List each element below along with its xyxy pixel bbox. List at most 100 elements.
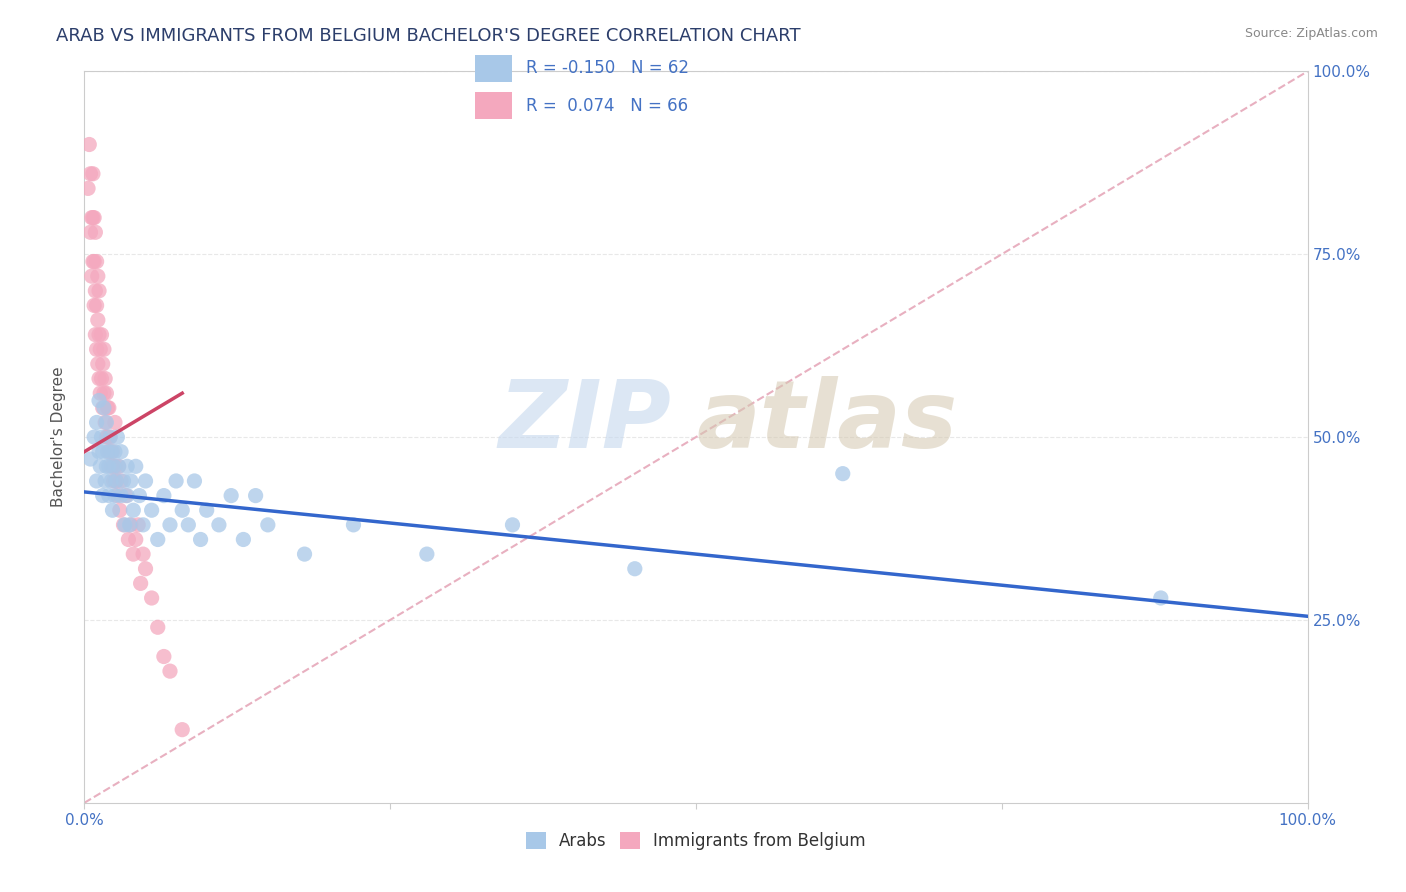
Point [502, 517, 524, 532]
Text: ZIP: ZIP [499, 376, 672, 468]
Point [93, 401, 115, 415]
Point [100, 444, 122, 458]
Point [342, 517, 364, 532]
Legend: Arabs, Immigrants from Belgium: Arabs, Immigrants from Belgium [519, 825, 873, 856]
Point [84, 327, 107, 342]
Point [93, 343, 115, 357]
Point [97, 401, 120, 415]
Point [183, 474, 205, 488]
Point [125, 533, 148, 547]
Point [232, 533, 254, 547]
Point [104, 459, 127, 474]
Point [114, 517, 136, 532]
Point [87, 393, 110, 408]
Point [87, 284, 110, 298]
Point [104, 489, 127, 503]
Point [153, 489, 176, 503]
Point [93, 386, 115, 401]
Point [101, 503, 124, 517]
Point [83, 430, 105, 444]
Point [195, 503, 218, 517]
Point [89, 386, 111, 401]
Point [96, 386, 118, 401]
Point [135, 474, 157, 488]
Point [86, 416, 108, 430]
Point [82, 254, 104, 268]
Point [97, 444, 120, 458]
Point [96, 430, 118, 444]
Point [97, 489, 120, 503]
Point [104, 416, 127, 430]
Point [86, 474, 108, 488]
Point [97, 430, 120, 444]
Point [115, 489, 138, 503]
Text: R = -0.150   N = 62: R = -0.150 N = 62 [526, 60, 689, 78]
Point [128, 489, 150, 503]
Point [153, 649, 176, 664]
Point [87, 371, 110, 385]
Point [416, 547, 439, 561]
Point [1150, 591, 1173, 605]
Point [129, 576, 152, 591]
Point [97, 444, 120, 458]
Point [120, 517, 142, 532]
Point [104, 444, 127, 458]
Point [84, 284, 107, 298]
Point [105, 474, 128, 488]
Point [90, 371, 112, 385]
Point [118, 517, 141, 532]
Point [83, 298, 105, 312]
Point [122, 503, 145, 517]
Point [159, 664, 181, 678]
Point [105, 430, 128, 444]
Point [219, 489, 242, 503]
Point [87, 327, 110, 342]
Point [86, 254, 108, 268]
Point [80, 211, 103, 225]
Point [80, 269, 103, 284]
Point [125, 459, 148, 474]
Point [624, 562, 647, 576]
Point [100, 459, 122, 474]
Point [165, 474, 187, 488]
Y-axis label: Bachelor's Degree: Bachelor's Degree [51, 367, 66, 508]
Point [97, 459, 120, 474]
Point [91, 444, 114, 458]
Point [172, 503, 194, 517]
Point [103, 459, 125, 474]
Point [98, 430, 121, 444]
Point [103, 474, 125, 488]
Point [94, 416, 117, 430]
Point [83, 211, 105, 225]
Point [115, 489, 138, 503]
FancyBboxPatch shape [475, 54, 512, 82]
Point [257, 517, 280, 532]
Text: R =  0.074   N = 66: R = 0.074 N = 66 [526, 96, 689, 114]
Point [135, 562, 157, 576]
Point [86, 343, 108, 357]
Text: ARAB VS IMMIGRANTS FROM BELGIUM BACHELOR'S DEGREE CORRELATION CHART: ARAB VS IMMIGRANTS FROM BELGIUM BACHELOR… [56, 27, 801, 45]
Point [112, 474, 135, 488]
Point [77, 181, 100, 195]
Point [96, 459, 118, 474]
Point [84, 225, 107, 239]
Point [107, 459, 129, 474]
Point [97, 401, 120, 415]
Point [107, 459, 129, 474]
Point [82, 167, 104, 181]
Point [831, 467, 853, 481]
Point [190, 533, 212, 547]
Text: Source: ZipAtlas.com: Source: ZipAtlas.com [1244, 27, 1378, 40]
Point [91, 489, 114, 503]
Point [105, 489, 128, 503]
Point [87, 313, 110, 327]
Point [132, 517, 155, 532]
Point [141, 503, 163, 517]
Point [117, 533, 139, 547]
Point [245, 489, 267, 503]
Point [294, 547, 316, 561]
Point [127, 517, 149, 532]
Point [79, 225, 101, 239]
Point [172, 723, 194, 737]
Point [94, 371, 117, 385]
